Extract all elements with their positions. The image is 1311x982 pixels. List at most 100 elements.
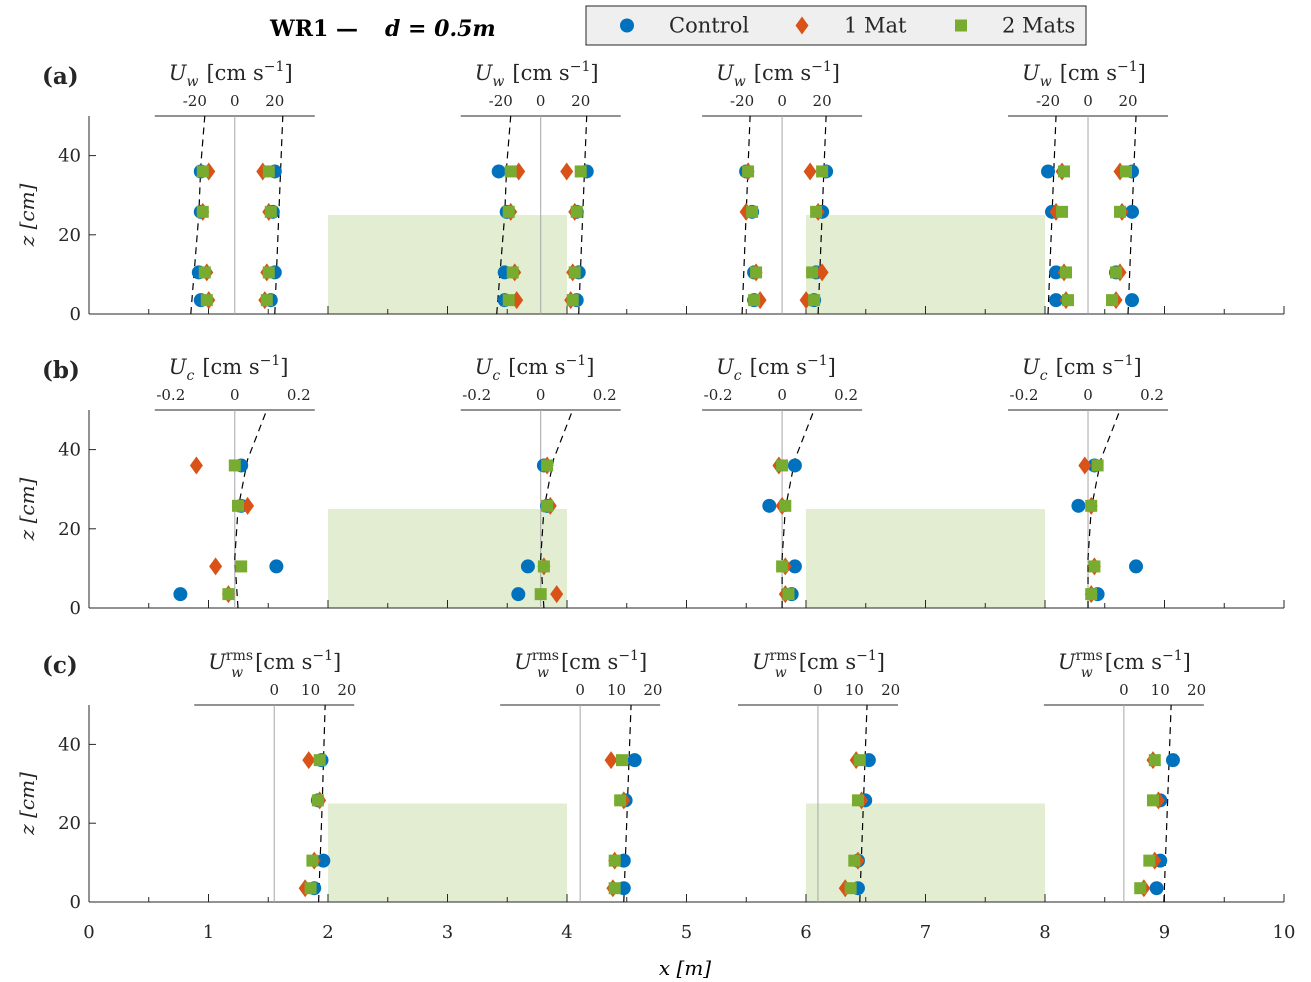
data-point-two-mats xyxy=(222,588,235,601)
data-point-two-mats xyxy=(1110,266,1123,279)
profile-label-close: ] xyxy=(1183,650,1191,674)
profile-label-exp: −1 xyxy=(260,353,281,369)
profile-2: 0 10 20 Urms w [cm s−1] xyxy=(500,648,662,903)
profile-label-sup: rms xyxy=(226,648,253,664)
profile-tick-label: 10 xyxy=(607,681,626,699)
data-point-two-mats xyxy=(568,266,581,279)
data-point-two-mats xyxy=(844,882,857,895)
data-point-two-mats xyxy=(196,165,209,178)
data-point-two-mats xyxy=(1062,294,1075,307)
y-tick-label: 0 xyxy=(70,598,81,619)
profile-tick-label: 20 xyxy=(1187,681,1206,699)
profile-label-exp: −1 xyxy=(264,59,285,75)
legend-marker-1-mat xyxy=(795,16,809,35)
profile-label-exp: −1 xyxy=(856,648,877,664)
profile-label-close: ] xyxy=(877,650,885,674)
x-tick-label: 5 xyxy=(681,922,692,943)
data-point-control xyxy=(1125,293,1140,308)
data-point-two-mats xyxy=(504,165,517,178)
profile-label-exp: −1 xyxy=(618,648,639,664)
x-axis-label: x [m] xyxy=(659,956,711,980)
profile-label-sub: w xyxy=(1040,74,1052,90)
profile-label-var: U xyxy=(475,61,494,85)
profile-tick-label: -20 xyxy=(1036,92,1060,110)
profile-label-unit: [cm s xyxy=(750,355,807,379)
profile-axis-label: Uw [cm s−1] xyxy=(1022,59,1146,90)
profile-label-exp: −1 xyxy=(811,59,832,75)
data-point-control xyxy=(316,853,331,868)
data-point-control xyxy=(787,559,802,574)
data-point-two-mats xyxy=(566,294,579,307)
data-point-one-mat xyxy=(550,585,564,604)
data-point-two-mats xyxy=(1148,754,1161,767)
x-tick-labels: 0 1 2 3 4 5 6 7 8 9 10 xyxy=(83,922,1295,943)
data-point-control xyxy=(762,498,777,513)
legend-marker-2-mats xyxy=(955,19,967,32)
data-point-two-mats xyxy=(260,294,273,307)
data-point-two-mats xyxy=(235,560,248,573)
profile-label-var: U xyxy=(514,650,533,674)
profile-tick-label: -20 xyxy=(489,92,513,110)
profile-tick-label: 0 xyxy=(230,92,240,110)
profile-axis-label: Urms w [cm s−1] xyxy=(208,648,341,681)
data-point-two-mats xyxy=(1060,266,1073,279)
profile-label-exp: −1 xyxy=(807,353,828,369)
data-point-control xyxy=(1129,559,1144,574)
profile-label-close: ] xyxy=(280,355,288,379)
data-point-two-mats xyxy=(198,266,211,279)
data-point-two-mats xyxy=(776,560,789,573)
profile-tick-label: 0 xyxy=(536,386,546,404)
y-tick-label: 20 xyxy=(58,225,81,246)
profile-label-exp: −1 xyxy=(1162,648,1183,664)
profile-axis-label: Uc [cm s−1] xyxy=(1022,353,1142,384)
profile-3: -20 0 20 Uw [cm s−1] xyxy=(702,59,863,315)
data-point-two-mats xyxy=(1114,205,1127,218)
data-point-two-mats xyxy=(1120,165,1133,178)
data-point-one-mat xyxy=(302,751,316,770)
data-point-two-mats xyxy=(608,854,621,867)
profile-2: -0.2 0 0.2 Uc [cm s−1] xyxy=(460,353,621,609)
profile-4: -20 0 20 Uw [cm s−1] xyxy=(1008,59,1169,315)
profile-tick-label: -0.2 xyxy=(462,386,491,404)
profile-label-var: U xyxy=(716,61,735,85)
profile-label-sub: w xyxy=(734,74,746,90)
data-point-one-mat xyxy=(1078,456,1092,475)
profile-tick-label: 0 xyxy=(1083,386,1093,404)
x-tick-label: 7 xyxy=(920,922,931,943)
profile-label-sup: rms xyxy=(1076,648,1103,664)
profile-label-unit: [cm s xyxy=(202,355,259,379)
profile-label-close: ] xyxy=(284,61,292,85)
profile-tick-label: -20 xyxy=(730,92,754,110)
data-point-two-mats xyxy=(1146,794,1159,807)
profile-tick-label: -20 xyxy=(183,92,207,110)
profile-tick-label: 0.2 xyxy=(287,386,311,404)
data-point-control xyxy=(1165,753,1180,768)
data-point-control xyxy=(1049,265,1064,280)
data-point-two-mats xyxy=(304,882,317,895)
profile-tick-label: 0 xyxy=(536,92,546,110)
profile-axis-label: Urms w [cm s−1] xyxy=(752,648,885,681)
profile-tick-label: 10 xyxy=(301,681,320,699)
profile-label-sub: c xyxy=(186,368,194,384)
data-point-two-mats xyxy=(848,854,861,867)
fit-curve xyxy=(1163,704,1172,903)
x-tick-label: 4 xyxy=(561,922,572,943)
profile-label-sub: w xyxy=(492,74,504,90)
mat-region xyxy=(806,215,1045,314)
data-point-control xyxy=(787,458,802,473)
y-tick-label: 0 xyxy=(70,892,81,913)
data-point-one-mat xyxy=(189,456,203,475)
profile-tick-label: 20 xyxy=(1118,92,1137,110)
profile-4: 0 10 20 Urms w [cm s−1] xyxy=(1043,648,1206,903)
y-tick-label: 40 xyxy=(58,734,81,755)
y-tick-label: 40 xyxy=(58,440,81,461)
profile-1: -20 0 20 Uw [cm s−1] xyxy=(154,59,315,315)
legend-box xyxy=(585,5,1087,46)
data-point-control xyxy=(627,753,642,768)
profile-tick-label: 20 xyxy=(571,92,590,110)
data-point-two-mats xyxy=(1085,499,1098,512)
data-point-control xyxy=(520,559,535,574)
panel-letter: (b) xyxy=(42,357,80,384)
